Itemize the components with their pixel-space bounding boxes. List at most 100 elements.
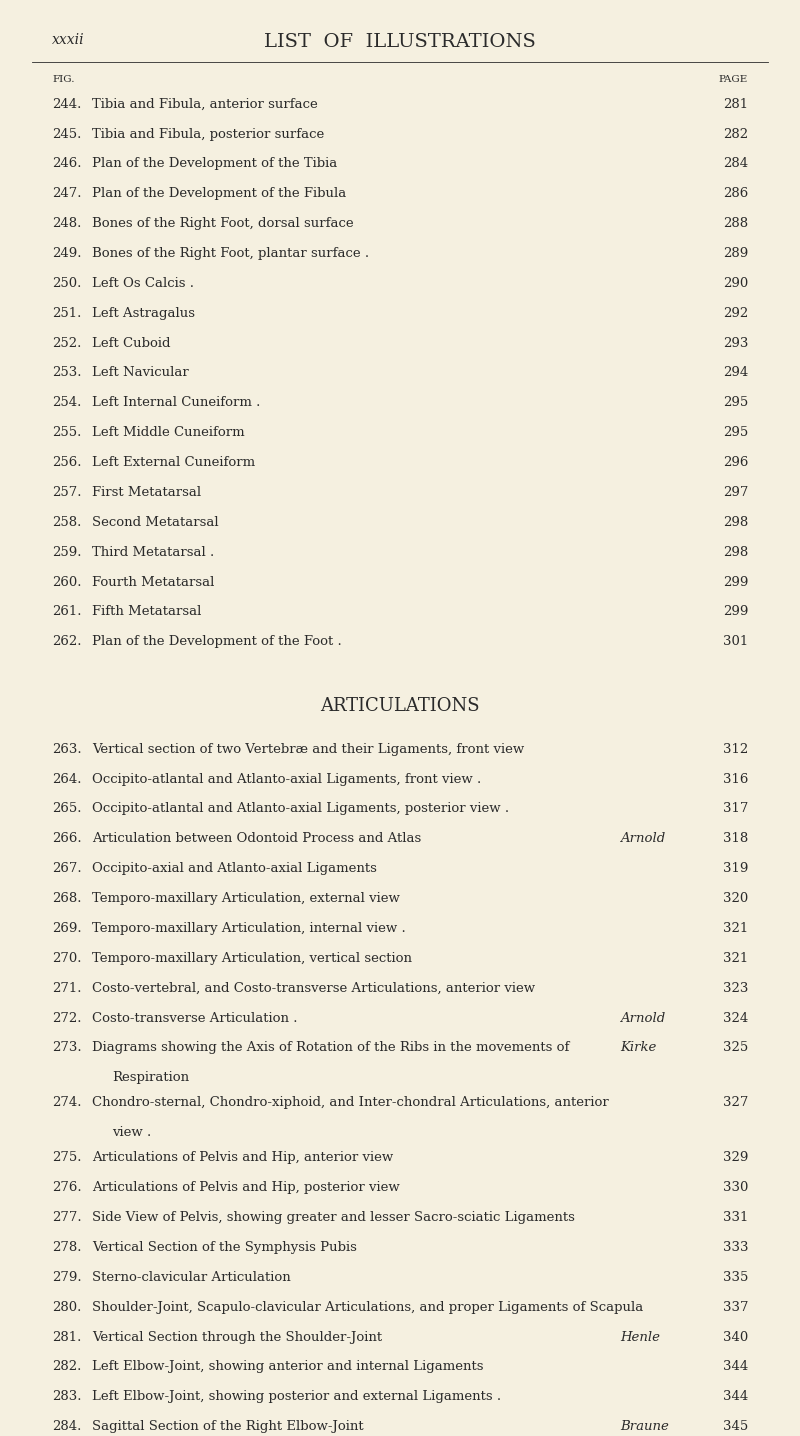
- Text: 264.: 264.: [52, 773, 82, 785]
- Text: Bones of the Right Foot, dorsal surface: Bones of the Right Foot, dorsal surface: [92, 217, 354, 230]
- Text: 293: 293: [722, 336, 748, 349]
- Text: 289: 289: [722, 247, 748, 260]
- Text: 274.: 274.: [52, 1097, 82, 1110]
- Text: 257.: 257.: [52, 485, 82, 498]
- Text: Left Elbow-Joint, showing posterior and external Ligaments .: Left Elbow-Joint, showing posterior and …: [92, 1390, 501, 1403]
- Text: 278.: 278.: [52, 1241, 82, 1254]
- Text: 249.: 249.: [52, 247, 82, 260]
- Text: 331: 331: [722, 1211, 748, 1223]
- Text: 254.: 254.: [52, 396, 82, 409]
- Text: 319: 319: [722, 862, 748, 875]
- Text: 258.: 258.: [52, 516, 82, 528]
- Text: 245.: 245.: [52, 128, 82, 141]
- Text: Temporo-maxillary Articulation, internal view .: Temporo-maxillary Articulation, internal…: [92, 922, 406, 935]
- Text: 345: 345: [722, 1420, 748, 1433]
- Text: Braune: Braune: [620, 1420, 669, 1433]
- Text: 265.: 265.: [52, 803, 82, 816]
- Text: 317: 317: [722, 803, 748, 816]
- Text: 246.: 246.: [52, 158, 82, 171]
- Text: 298: 298: [722, 546, 748, 559]
- Text: 276.: 276.: [52, 1182, 82, 1195]
- Text: 325: 325: [722, 1041, 748, 1054]
- Text: 252.: 252.: [52, 336, 82, 349]
- Text: 324: 324: [722, 1011, 748, 1024]
- Text: 251.: 251.: [52, 307, 82, 320]
- Text: Left Astragalus: Left Astragalus: [92, 307, 195, 320]
- Text: Vertical Section through the Shoulder-Joint: Vertical Section through the Shoulder-Jo…: [92, 1331, 382, 1344]
- Text: 268.: 268.: [52, 892, 82, 905]
- Text: 292: 292: [722, 307, 748, 320]
- Text: Bones of the Right Foot, plantar surface .: Bones of the Right Foot, plantar surface…: [92, 247, 369, 260]
- Text: Left Cuboid: Left Cuboid: [92, 336, 170, 349]
- Text: 299: 299: [722, 576, 748, 589]
- Text: Plan of the Development of the Foot .: Plan of the Development of the Foot .: [92, 635, 342, 648]
- Text: 247.: 247.: [52, 187, 82, 200]
- Text: 321: 321: [722, 922, 748, 935]
- Text: Costo-vertebral, and Costo-transverse Articulations, anterior view: Costo-vertebral, and Costo-transverse Ar…: [92, 982, 535, 995]
- Text: 316: 316: [722, 773, 748, 785]
- Text: Henle: Henle: [620, 1331, 660, 1344]
- Text: 290: 290: [722, 277, 748, 290]
- Text: Sagittal Section of the Right Elbow-Joint: Sagittal Section of the Right Elbow-Join…: [92, 1420, 364, 1433]
- Text: 320: 320: [722, 892, 748, 905]
- Text: 253.: 253.: [52, 366, 82, 379]
- Text: Temporo-maxillary Articulation, vertical section: Temporo-maxillary Articulation, vertical…: [92, 952, 412, 965]
- Text: 255.: 255.: [52, 426, 82, 439]
- Text: Chondro-sternal, Chondro-xiphoid, and Inter-chondral Articulations, anterior: Chondro-sternal, Chondro-xiphoid, and In…: [92, 1097, 609, 1110]
- Text: xxxii: xxxii: [52, 33, 85, 47]
- Text: 288: 288: [723, 217, 748, 230]
- Text: 283.: 283.: [52, 1390, 82, 1403]
- Text: 260.: 260.: [52, 576, 82, 589]
- Text: 295: 295: [722, 426, 748, 439]
- Text: Tibia and Fibula, anterior surface: Tibia and Fibula, anterior surface: [92, 98, 318, 111]
- Text: 250.: 250.: [52, 277, 82, 290]
- Text: 337: 337: [722, 1301, 748, 1314]
- Text: 335: 335: [722, 1271, 748, 1284]
- Text: 340: 340: [722, 1331, 748, 1344]
- Text: Costo-transverse Articulation .: Costo-transverse Articulation .: [92, 1011, 298, 1024]
- Text: Fourth Metatarsal: Fourth Metatarsal: [92, 576, 214, 589]
- Text: 299: 299: [722, 606, 748, 619]
- Text: Plan of the Development of the Fibula: Plan of the Development of the Fibula: [92, 187, 346, 200]
- Text: Kirke: Kirke: [620, 1041, 656, 1054]
- Text: Second Metatarsal: Second Metatarsal: [92, 516, 218, 528]
- Text: 266.: 266.: [52, 833, 82, 846]
- Text: 321: 321: [722, 952, 748, 965]
- Text: 270.: 270.: [52, 952, 82, 965]
- Text: 272.: 272.: [52, 1011, 82, 1024]
- Text: 256.: 256.: [52, 457, 82, 470]
- Text: 344: 344: [722, 1390, 748, 1403]
- Text: 284.: 284.: [52, 1420, 82, 1433]
- Text: 327: 327: [722, 1097, 748, 1110]
- Text: Shoulder-Joint, Scapulo-clavicular Articulations, and proper Ligaments of Scapul: Shoulder-Joint, Scapulo-clavicular Artic…: [92, 1301, 643, 1314]
- Text: 284: 284: [723, 158, 748, 171]
- Text: 318: 318: [722, 833, 748, 846]
- Text: Arnold: Arnold: [620, 833, 666, 846]
- Text: Occipito-atlantal and Atlanto-axial Ligaments, front view .: Occipito-atlantal and Atlanto-axial Liga…: [92, 773, 482, 785]
- Text: Articulation between Odontoid Process and Atlas: Articulation between Odontoid Process an…: [92, 833, 422, 846]
- Text: 330: 330: [722, 1182, 748, 1195]
- Text: Left Navicular: Left Navicular: [92, 366, 189, 379]
- Text: Temporo-maxillary Articulation, external view: Temporo-maxillary Articulation, external…: [92, 892, 400, 905]
- Text: 244.: 244.: [52, 98, 82, 111]
- Text: 296: 296: [722, 457, 748, 470]
- Text: ARTICULATIONS: ARTICULATIONS: [320, 696, 480, 715]
- Text: Third Metatarsal .: Third Metatarsal .: [92, 546, 214, 559]
- Text: Arnold: Arnold: [620, 1011, 666, 1024]
- Text: Side View of Pelvis, showing greater and lesser Sacro-sciatic Ligaments: Side View of Pelvis, showing greater and…: [92, 1211, 575, 1223]
- Text: FIG.: FIG.: [52, 75, 74, 83]
- Text: 279.: 279.: [52, 1271, 82, 1284]
- Text: 271.: 271.: [52, 982, 82, 995]
- Text: Vertical Section of the Symphysis Pubis: Vertical Section of the Symphysis Pubis: [92, 1241, 357, 1254]
- Text: 248.: 248.: [52, 217, 82, 230]
- Text: 344: 344: [722, 1360, 748, 1373]
- Text: 281.: 281.: [52, 1331, 82, 1344]
- Text: Left Os Calcis .: Left Os Calcis .: [92, 277, 194, 290]
- Text: 262.: 262.: [52, 635, 82, 648]
- Text: 298: 298: [722, 516, 748, 528]
- Text: Tibia and Fibula, posterior surface: Tibia and Fibula, posterior surface: [92, 128, 324, 141]
- Text: 281: 281: [723, 98, 748, 111]
- Text: 282.: 282.: [52, 1360, 82, 1373]
- Text: First Metatarsal: First Metatarsal: [92, 485, 201, 498]
- Text: Occipito-atlantal and Atlanto-axial Ligaments, posterior view .: Occipito-atlantal and Atlanto-axial Liga…: [92, 803, 509, 816]
